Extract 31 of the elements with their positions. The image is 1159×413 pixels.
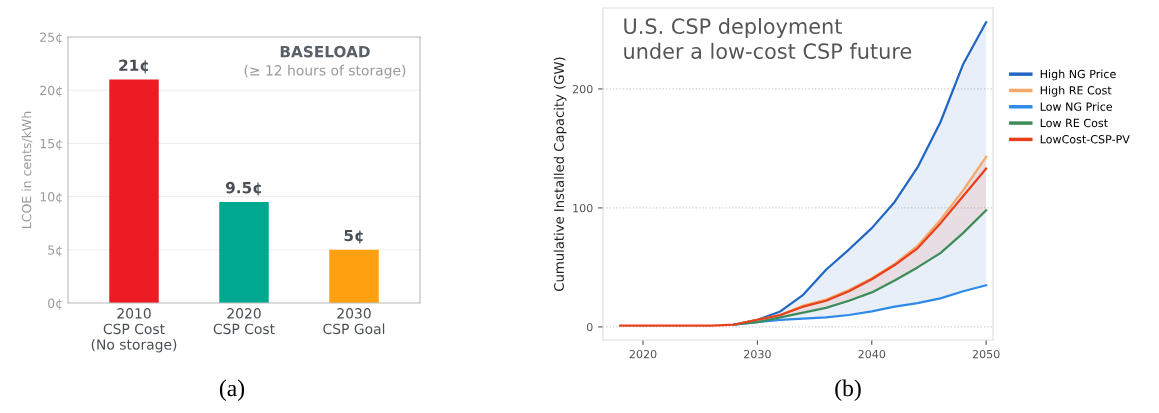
legend-label: LowCost-CSP-PV xyxy=(1040,135,1130,144)
x-tick-label: 2010 CSP Cost (No storage) xyxy=(91,308,177,353)
y-tick-label: 15¢ xyxy=(40,139,62,151)
x-tick-label: 2020 xyxy=(629,349,657,359)
annotation: (≥ 12 hours of storage) xyxy=(244,64,406,79)
text: (b) xyxy=(835,379,861,401)
y-tick-label: 200 xyxy=(572,84,593,94)
y-tick-label: 20¢ xyxy=(40,85,62,97)
x-tick-label: 2030 xyxy=(744,349,771,359)
x-tick-label: 2050 xyxy=(972,349,1000,359)
annotation: U.S. CSP deployment under a low-cost CSP future xyxy=(624,17,912,59)
legend-label: High NG Price xyxy=(1040,69,1116,81)
x-tick-label: 2040 xyxy=(858,349,886,359)
data-label: 21¢ xyxy=(119,59,148,74)
y-axis-title: Cumulative Installed Capacity (GW) xyxy=(553,57,567,291)
data-label: 5¢ xyxy=(344,229,363,244)
text: (a) xyxy=(219,379,245,401)
x-tick-label: 2020 CSP Cost xyxy=(213,308,275,335)
y-tick-label: 0 xyxy=(586,322,593,332)
legend-label: Low NG Price xyxy=(1040,102,1113,111)
data-label: 9.5¢ xyxy=(225,181,261,196)
y-tick-label: 0¢ xyxy=(48,298,62,310)
y-tick-label: 5¢ xyxy=(48,245,62,257)
legend-label: High RE Cost xyxy=(1040,85,1112,97)
y-tick-label: 25¢ xyxy=(40,32,62,44)
x-tick-label: 2030 CSP Goal xyxy=(323,308,385,335)
annotation: BASELOAD xyxy=(280,45,370,58)
y-tick-label: 10¢ xyxy=(40,192,62,204)
y-axis-title: LCOE in cents/kWh xyxy=(21,111,33,228)
legend-label: Low RE Cost xyxy=(1040,118,1108,128)
y-tick-label: 100 xyxy=(573,203,593,213)
